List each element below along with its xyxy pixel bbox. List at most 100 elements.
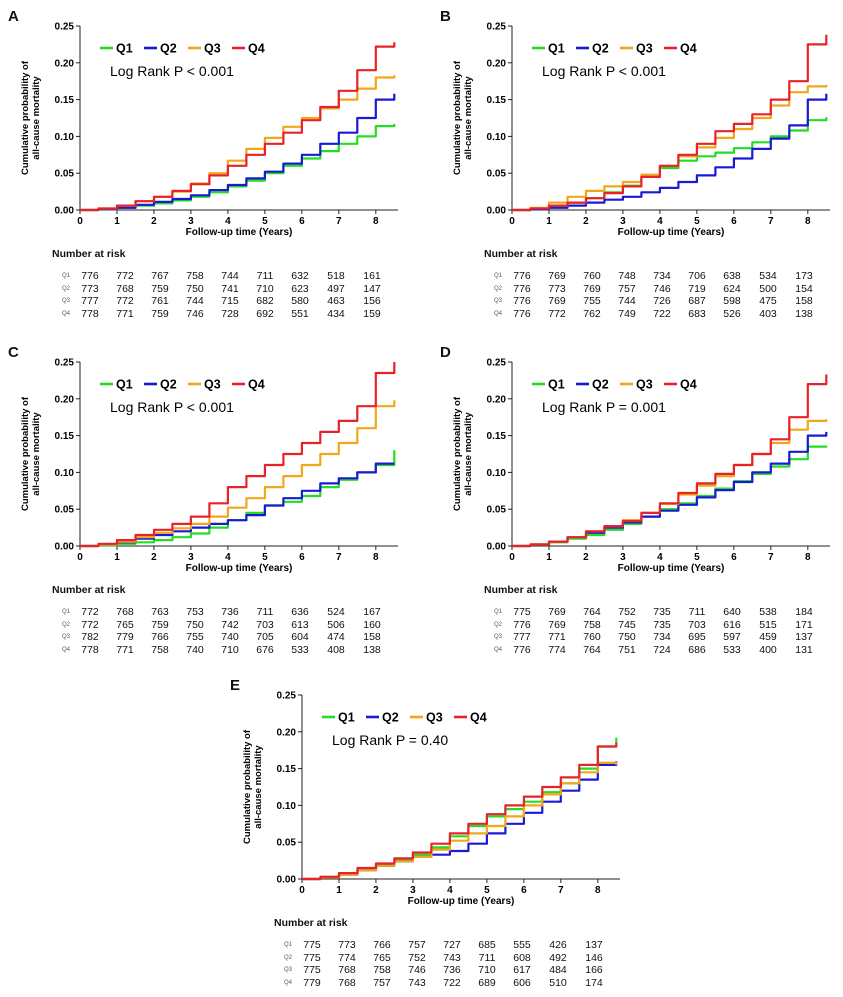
risk-cell: 778 [81,643,99,656]
panel-letter: D [440,344,451,361]
km-plot: 0.00 0.05 0.10 0.15 0.20 0.25 0 1 2 3 4 5 6 7 8 Follow-… [20,22,398,238]
x-tick-label: 8 [805,216,811,227]
risk-cell: 147 [363,282,381,295]
x-tick-label: 1 [114,216,120,227]
y-axis-title-line1: Cumulative probability of [242,729,253,844]
risk-cell: 500 [759,282,777,295]
risk-cell: 533 [723,643,741,656]
risk-row-group-label: Q1 [494,609,503,615]
risk-row-group-label: Q1 [284,942,293,948]
risk-cell: 474 [327,631,345,643]
risk-row: Q3 775 768 758 746 736 710 617 484 166 [230,964,630,977]
x-tick-label: 3 [188,216,194,227]
y-axis-title-line2: all-cause mortality [463,76,474,160]
risk-cell: 744 [186,295,204,307]
x-tick-label: 5 [262,216,268,227]
legend-label-q2: Q2 [160,42,177,56]
risk-cell: 722 [653,307,671,320]
x-tick-label: 7 [336,552,342,563]
y-tick-label: 0.25 [55,358,75,369]
risk-cell: 779 [303,976,321,989]
risk-cell: 763 [151,606,169,618]
risk-cell: 750 [618,631,636,643]
series-line-q1 [80,450,396,548]
panel-b: B 0.00 0.05 0.10 0.15 0.20 0.25 0 1 2 3 4 5 6 7 8 Follow… [440,8,840,328]
risk-cell: 744 [221,270,239,282]
risk-cell: 518 [327,270,345,282]
risk-table: Number at risk Q1 776 772 767 758 744 711 632 518… [8,248,408,320]
risk-cell: 760 [583,631,601,643]
risk-cell: 773 [548,282,566,295]
risk-row-group-label: Q2 [494,285,503,292]
km-plot: 0.00 0.05 0.10 0.15 0.20 0.25 0 1 2 3 4 5 6 7 8 Follow-… [242,691,620,907]
x-tick-label: 5 [484,885,490,896]
risk-row-group-label: Q4 [62,646,71,653]
risk-cell: 740 [221,631,239,643]
risk-cell: 766 [373,939,391,951]
legend-label-q4: Q4 [680,378,697,392]
x-tick-label: 7 [768,552,774,563]
risk-cell: 426 [549,939,567,951]
risk-cell: 624 [723,282,741,295]
y-tick-label: 0.05 [487,505,507,516]
y-axis-title-line2: all-cause mortality [31,76,42,160]
risk-cell: 746 [653,282,671,295]
y-axis-title-line1: Cumulative probability of [20,60,31,175]
risk-cell: 777 [513,631,531,643]
series-line-q3 [302,761,618,881]
risk-row-group-label: Q2 [494,621,503,628]
risk-cell: 769 [548,270,566,282]
risk-cell: 779 [116,631,134,643]
x-tick-label: 0 [509,216,515,227]
risk-cell: 734 [653,270,671,282]
series-line-q3 [512,84,828,212]
risk-cell: 759 [151,282,169,295]
risk-cell: 538 [759,606,777,618]
risk-cell: 758 [151,643,169,656]
risk-row: Q3 782 779 766 755 740 705 604 474 158 [8,631,408,644]
x-tick-label: 0 [77,552,83,563]
series-line-q2 [512,93,828,212]
risk-cell: 748 [618,270,636,282]
y-tick-label: 0.15 [55,431,75,442]
risk-cell: 724 [653,643,671,656]
risk-cell: 608 [513,951,531,964]
series-line-q1 [512,117,828,212]
risk-cell: 156 [363,295,381,307]
risk-cell: 160 [363,618,381,631]
risk-cell: 765 [373,951,391,964]
risk-row-group-label: Q1 [62,273,71,279]
risk-row: Q4 776 774 764 751 724 686 533 400 131 [440,644,840,657]
risk-cell: 772 [81,606,99,618]
series-line-q1 [302,737,618,881]
risk-cell: 778 [81,307,99,320]
panel-a: A 0.00 0.05 0.10 0.15 0.20 0.25 0 1 2 3 4 5 6 7 8 Follow… [8,8,408,328]
risk-cell: 759 [151,307,169,320]
risk-cell: 767 [151,270,169,282]
x-tick-label: 1 [336,885,342,896]
risk-cell: 685 [478,939,496,951]
risk-row-group-label: Q3 [284,967,293,973]
y-axis-title-line2: all-cause mortality [31,412,42,496]
risk-table-title: Number at risk [52,584,126,596]
x-tick-label: 3 [188,552,194,563]
risk-cell: 771 [116,307,134,320]
x-tick-label: 4 [225,216,231,227]
y-tick-label: 0.15 [55,95,75,106]
x-axis-title: Follow-up time (Years) [408,896,515,907]
x-tick-label: 2 [373,885,379,896]
series-line-q4 [80,42,396,212]
panel-d: D 0.00 0.05 0.10 0.15 0.20 0.25 0 1 2 3 4 5 6 7 8 Follow… [440,344,840,664]
risk-cell: 597 [723,631,741,643]
y-tick-label: 0.05 [277,838,297,849]
x-tick-label: 6 [521,885,527,896]
risk-cell: 746 [186,307,204,320]
legend-label-q1: Q1 [116,42,133,56]
risk-cell: 764 [583,643,601,656]
risk-cell: 772 [116,270,134,282]
y-axis-title-line1: Cumulative probability of [452,60,463,175]
risk-cell: 769 [548,295,566,307]
x-tick-label: 8 [373,552,379,563]
risk-cell: 167 [363,606,381,618]
series-line-q2 [512,431,828,548]
